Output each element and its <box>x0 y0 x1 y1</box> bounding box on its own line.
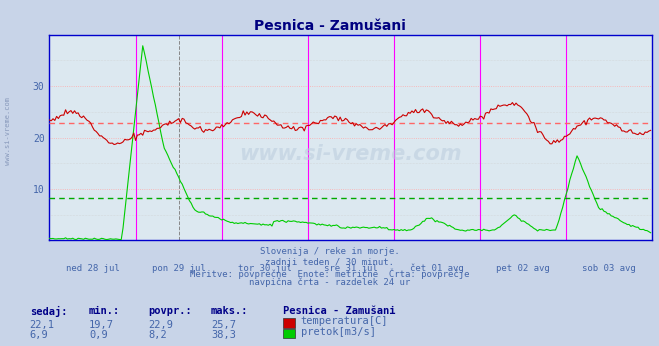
Text: pretok[m3/s]: pretok[m3/s] <box>301 327 376 337</box>
Text: sre 31 jul: sre 31 jul <box>324 264 378 273</box>
Text: pet 02 avg: pet 02 avg <box>496 264 550 273</box>
Text: 25,7: 25,7 <box>211 320 236 330</box>
Text: 22,9: 22,9 <box>148 320 173 330</box>
Text: Slovenija / reke in morje.: Slovenija / reke in morje. <box>260 247 399 256</box>
Text: ned 28 jul: ned 28 jul <box>66 264 119 273</box>
Text: sob 03 avg: sob 03 avg <box>583 264 636 273</box>
Text: 38,3: 38,3 <box>211 330 236 340</box>
Text: Pesnica - Zamušani: Pesnica - Zamušani <box>254 19 405 33</box>
Text: Meritve: povprečne  Enote: metrične  Črta: povprečje: Meritve: povprečne Enote: metrične Črta:… <box>190 268 469 279</box>
Text: www.si-vreme.com: www.si-vreme.com <box>5 98 11 165</box>
Text: 6,9: 6,9 <box>30 330 48 340</box>
Text: navpična črta - razdelek 24 ur: navpična črta - razdelek 24 ur <box>249 278 410 287</box>
Text: 19,7: 19,7 <box>89 320 114 330</box>
Text: zadnji teden / 30 minut.: zadnji teden / 30 minut. <box>265 258 394 267</box>
Text: tor 30 jul: tor 30 jul <box>238 264 292 273</box>
Text: Pesnica - Zamušani: Pesnica - Zamušani <box>283 306 396 316</box>
Text: www.si-vreme.com: www.si-vreme.com <box>240 144 462 164</box>
Text: pon 29 jul: pon 29 jul <box>152 264 206 273</box>
Text: temperatura[C]: temperatura[C] <box>301 317 388 326</box>
Text: min.:: min.: <box>89 306 120 316</box>
Text: sedaj:: sedaj: <box>30 306 67 317</box>
Text: 0,9: 0,9 <box>89 330 107 340</box>
Text: 22,1: 22,1 <box>30 320 55 330</box>
Text: 8,2: 8,2 <box>148 330 167 340</box>
Text: čet 01 avg: čet 01 avg <box>410 264 464 273</box>
Text: povpr.:: povpr.: <box>148 306 192 316</box>
Text: maks.:: maks.: <box>211 306 248 316</box>
